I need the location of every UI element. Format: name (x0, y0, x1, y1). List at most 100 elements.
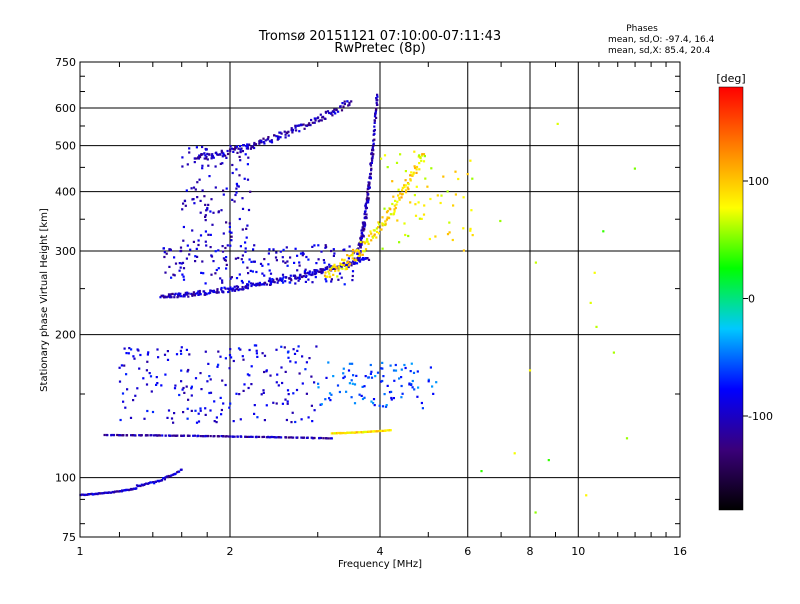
data-point (204, 154, 207, 157)
data-point (244, 435, 247, 438)
data-point (361, 397, 365, 401)
data-point (160, 384, 163, 387)
data-point (289, 436, 292, 439)
data-point (251, 270, 254, 273)
data-point (382, 429, 385, 432)
data-point (200, 271, 203, 274)
data-point (269, 282, 273, 285)
data-point (250, 146, 253, 149)
data-point (410, 383, 413, 386)
data-point (217, 291, 220, 294)
data-point (284, 280, 287, 283)
data-point (181, 156, 184, 159)
data-point (528, 369, 532, 372)
data-point (133, 434, 136, 437)
data-point (327, 270, 330, 273)
data-point (348, 362, 351, 365)
data-point (286, 264, 289, 267)
data-point (122, 400, 125, 403)
data-point (355, 259, 358, 262)
data-point (182, 386, 185, 390)
y-tick-label: 400 (55, 186, 76, 199)
data-point (413, 165, 416, 168)
data-point (182, 434, 185, 437)
data-point (304, 280, 307, 283)
data-point (238, 174, 241, 177)
data-point (612, 351, 615, 354)
data-point (250, 284, 253, 288)
data-point (181, 273, 184, 276)
data-point (269, 272, 273, 275)
data-point (364, 203, 367, 206)
data-point (235, 182, 238, 185)
data-point (205, 155, 208, 158)
data-point (357, 249, 360, 252)
data-point (378, 404, 381, 407)
data-point (332, 375, 335, 378)
data-point (286, 351, 290, 354)
data-point (349, 262, 352, 265)
data-point (178, 393, 181, 397)
data-point (338, 272, 342, 275)
data-point (173, 256, 176, 259)
data-point (300, 418, 303, 421)
data-point (182, 293, 186, 296)
data-point (241, 355, 244, 358)
data-point (146, 409, 149, 413)
data-point (363, 225, 366, 228)
data-point (305, 361, 308, 364)
data-point (137, 349, 140, 352)
data-point (249, 190, 252, 193)
data-point (423, 204, 426, 207)
data-point (332, 273, 335, 276)
data-point (138, 434, 141, 437)
data-point (241, 150, 244, 153)
data-point (275, 251, 278, 254)
data-point (191, 229, 194, 232)
data-point (148, 482, 151, 485)
data-point (352, 374, 355, 377)
data-point (256, 416, 259, 419)
data-point (239, 145, 242, 148)
data-point (336, 265, 339, 268)
data-point (306, 271, 309, 274)
data-point (119, 490, 122, 493)
data-point (233, 435, 236, 438)
data-point (258, 435, 261, 438)
data-point (430, 167, 433, 170)
data-point (148, 372, 151, 375)
data-point (324, 246, 327, 249)
data-point (375, 108, 378, 111)
data-point (373, 404, 376, 407)
data-point (234, 146, 237, 149)
data-point (337, 265, 340, 268)
data-point (272, 401, 275, 404)
data-point (362, 223, 365, 226)
data-point (332, 265, 335, 268)
data-point (308, 270, 311, 273)
data-point (120, 434, 123, 437)
data-point (466, 173, 469, 176)
data-point (201, 153, 204, 156)
data-point (593, 271, 596, 274)
data-point (163, 255, 166, 259)
data-point (319, 113, 322, 116)
data-point (363, 250, 366, 253)
data-point (149, 375, 153, 378)
data-point (393, 208, 396, 211)
data-point (348, 103, 351, 106)
data-point (320, 403, 323, 406)
data-point (228, 222, 231, 225)
data-point (287, 130, 290, 133)
data-point (448, 221, 451, 224)
data-point (347, 260, 350, 263)
data-point (116, 433, 119, 437)
data-point (239, 245, 242, 248)
data-point (204, 157, 208, 160)
data-point (255, 270, 258, 274)
data-point (236, 184, 239, 187)
data-point (314, 117, 317, 120)
data-point (185, 348, 188, 351)
data-point (217, 363, 220, 366)
data-point (247, 156, 250, 159)
